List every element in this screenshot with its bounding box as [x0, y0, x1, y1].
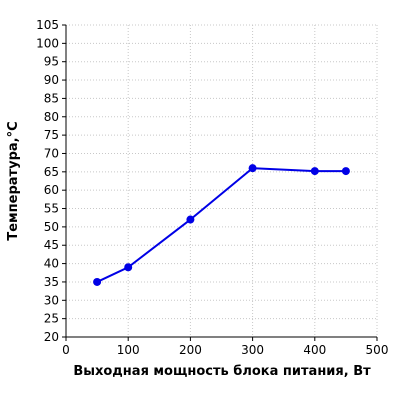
y-tick-label: 70 — [44, 146, 59, 160]
x-tick-label: 500 — [366, 343, 389, 357]
y-tick-label: 105 — [36, 18, 59, 32]
y-tick-label: 35 — [44, 275, 59, 289]
x-tick-label: 100 — [117, 343, 140, 357]
x-axis-ticks: 0 100 200 300 400 500 — [62, 337, 388, 357]
y-tick-label: 75 — [44, 128, 59, 142]
y-tick-label: 50 — [44, 220, 59, 234]
y-tick-label: 25 — [44, 312, 59, 326]
y-axis-ticks: 20 25 30 35 40 45 50 55 60 65 70 75 80 85 90 95 100 105 — [36, 18, 66, 344]
x-tick-label: 300 — [241, 343, 264, 357]
series-line — [96, 167, 346, 283]
y-tick-label: 80 — [44, 110, 59, 124]
x-axis-label: Выходная мощность блока питания, Вт — [73, 364, 371, 379]
y-tick-label: 85 — [44, 91, 59, 105]
x-tick-label: 400 — [303, 343, 326, 357]
data-point — [93, 277, 102, 286]
y-tick-label: 95 — [44, 55, 59, 69]
data-point — [341, 167, 350, 176]
y-tick-label: 65 — [44, 165, 59, 179]
y-tick-label: 45 — [44, 238, 59, 252]
grid — [66, 24, 378, 337]
x-tick-label: 200 — [179, 343, 202, 357]
y-tick-label: 55 — [44, 202, 59, 216]
y-tick-label: 100 — [36, 36, 59, 50]
data-point — [310, 167, 319, 176]
y-tick-label: 30 — [44, 293, 59, 307]
data-point — [124, 263, 133, 272]
y-axis-label: Температура,°С — [6, 121, 21, 240]
y-tick-label: 40 — [44, 257, 59, 271]
series-layer — [93, 164, 350, 286]
y-tick-label: 90 — [44, 73, 59, 87]
y-tick-label: 60 — [44, 183, 59, 197]
axes — [65, 25, 377, 338]
y-tick-label: 20 — [44, 330, 59, 344]
data-point — [186, 215, 195, 224]
x-tick-label: 0 — [62, 343, 70, 357]
data-point — [248, 164, 257, 173]
